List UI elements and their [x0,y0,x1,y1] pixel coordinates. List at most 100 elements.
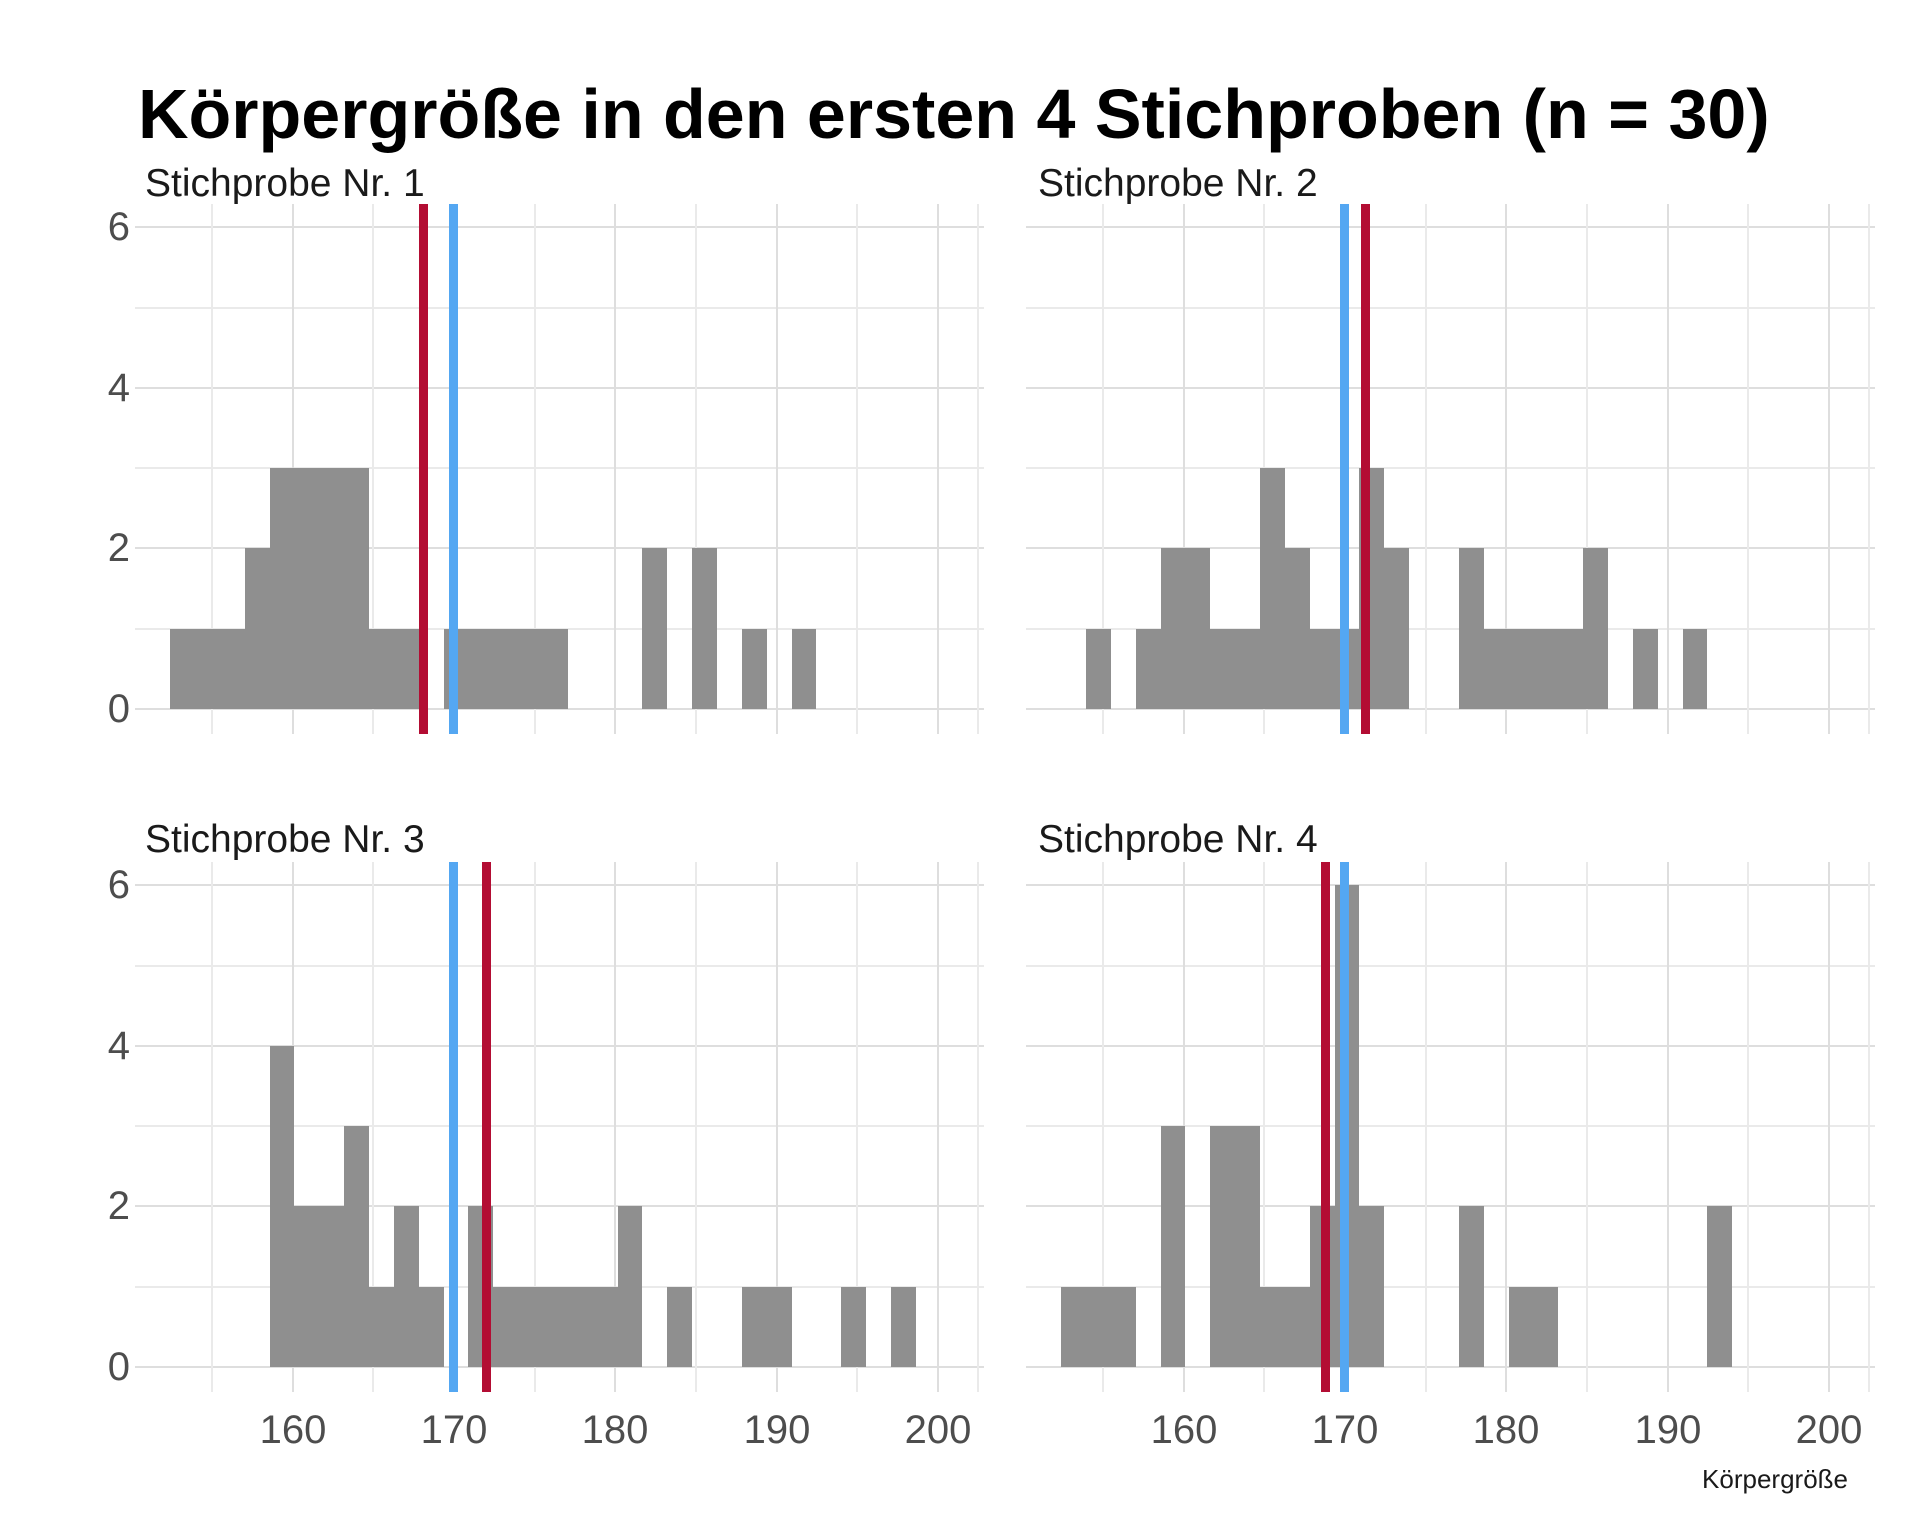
histogram-panel-stichprobe-1 [135,204,984,734]
x-gridline-190 [1667,862,1669,1392]
y-tick-label-6: 6 [107,863,130,907]
x-minor-gridline-155 [1102,862,1104,1392]
histogram-bar [1210,629,1235,709]
x-gridline-200 [937,862,939,1392]
x-gridline-200 [937,204,939,734]
y-gridline-0 [135,1366,984,1368]
y-gridline-5 [135,307,984,309]
x-tick-label-190: 190 [743,1408,811,1452]
histogram-bar [319,468,344,709]
x-gridline-180 [1505,862,1507,1392]
x-minor-gridline-175 [534,204,536,734]
y-gridline-6 [135,226,984,228]
y-tick-label-6: 6 [107,205,130,249]
x-tick-label-160: 160 [259,1408,327,1452]
histogram-bar [1484,629,1509,709]
y-gridline-5 [135,965,984,967]
histogram-bar [1558,629,1583,709]
histogram-bar [270,1046,294,1367]
facet-label-2: Stichprobe Nr. 2 [1038,162,1318,205]
histogram-bar [1136,629,1161,709]
population-mean-line [449,204,458,734]
facet-label-3: Stichprobe Nr. 3 [145,818,425,861]
x-gridline-200 [1828,862,1830,1392]
y-gridline-3 [1026,467,1875,469]
y-gridline-2 [135,1205,984,1207]
sample-mean-line [482,862,491,1392]
histogram-bar [518,1287,543,1367]
x-minor-gridline-195 [856,204,858,734]
x-tick-label-200: 200 [904,1408,972,1452]
y-tick-label-0: 0 [107,687,130,731]
histogram-bar [1210,1126,1235,1367]
histogram-bar [1235,1126,1260,1367]
population-mean-line [449,862,458,1392]
y-gridline-1 [1026,1286,1875,1288]
histogram-bar [1459,548,1484,709]
x-minor-gridline-202.5 [1868,204,1870,734]
x-minor-gridline-165 [372,204,374,734]
population-mean-line [1340,862,1349,1392]
histogram-bar [493,1287,518,1367]
x-gridline-180 [1505,204,1507,734]
histogram-panel-stichprobe-2 [1026,204,1875,734]
y-gridline-0 [1026,1366,1875,1368]
x-minor-gridline-155 [211,862,213,1392]
x-gridline-190 [1667,204,1669,734]
y-gridline-6 [135,884,984,886]
y-gridline-3 [1026,1125,1875,1127]
x-minor-gridline-155 [211,204,213,734]
y-gridline-3 [135,1125,984,1127]
x-tick-label-180: 180 [581,1408,649,1452]
sample-mean-line [1321,862,1330,1392]
histogram-bar [1285,548,1310,709]
histogram-bar [394,629,419,709]
y-tick-label-2: 2 [107,526,130,570]
histogram-bar [692,548,717,709]
x-gridline-160 [1183,204,1185,734]
histogram-bar [568,1287,593,1367]
histogram-bar [319,1206,344,1367]
histogram-bar [1061,1287,1086,1367]
histogram-bar [1185,548,1210,709]
x-minor-gridline-175 [534,862,536,1392]
x-minor-gridline-175 [1425,862,1427,1392]
histogram-bar [344,1126,369,1367]
histogram-bar [1260,468,1285,709]
histogram-bar [493,629,518,709]
y-gridline-4 [135,387,984,389]
histogram-bar [245,548,270,709]
x-gridline-190 [776,204,778,734]
histogram-bar [742,629,767,709]
histogram-bar [419,1287,444,1367]
y-gridline-0 [135,708,984,710]
histogram-bar [1707,1206,1732,1367]
x-axis-title: Körpergröße [1702,1464,1848,1494]
histogram-bar [518,629,543,709]
y-gridline-2 [1026,547,1875,549]
histogram-bar [1161,1126,1185,1367]
histogram-bar [1285,1287,1310,1367]
histogram-bar [1533,629,1558,709]
histogram-bar [369,629,394,709]
y-gridline-0 [1026,708,1875,710]
sample-mean-line [1361,204,1370,734]
histogram-bar [468,629,493,709]
histogram-bar [792,629,816,709]
histogram-bar [1509,629,1533,709]
histogram-bar [1459,1206,1484,1367]
x-tick-label-190: 190 [1634,1408,1702,1452]
y-gridline-4 [1026,387,1875,389]
histogram-bar [667,1287,692,1367]
y-tick-label-4: 4 [107,1024,130,1068]
x-minor-gridline-202.5 [1868,862,1870,1392]
y-gridline-6 [1026,226,1875,228]
x-tick-label-170: 170 [1311,1408,1379,1452]
histogram-bar [543,629,568,709]
histogram-panel-stichprobe-4 [1026,862,1875,1392]
facet-label-1: Stichprobe Nr. 1 [145,162,425,205]
histogram-bar [642,548,667,709]
y-tick-label-4: 4 [107,366,130,410]
histogram-bar [270,468,294,709]
